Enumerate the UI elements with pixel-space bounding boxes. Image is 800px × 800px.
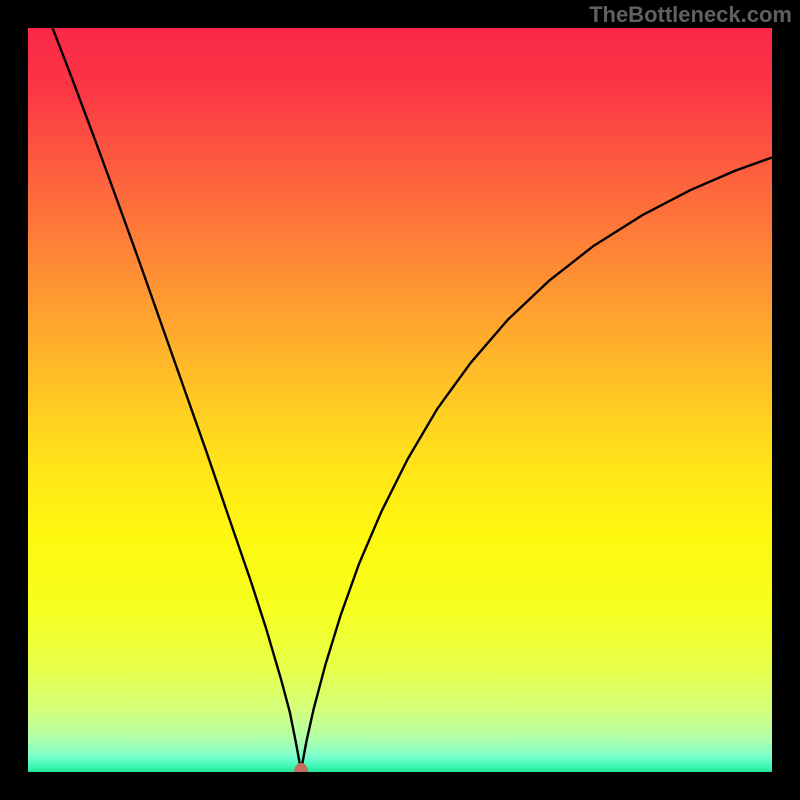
watermark-text: TheBottleneck.com xyxy=(589,2,792,28)
chart-container: TheBottleneck.com xyxy=(0,0,800,800)
gradient-background xyxy=(28,28,772,772)
plot-area xyxy=(28,28,772,772)
